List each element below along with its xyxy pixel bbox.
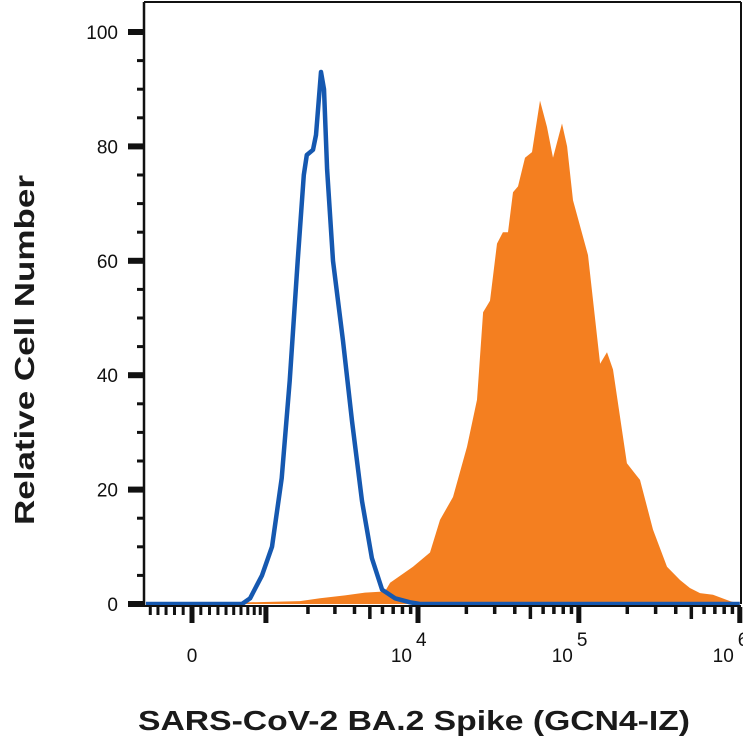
x-minor-tick	[239, 607, 243, 615]
y-minor-tick	[137, 316, 144, 320]
y-minor-tick	[137, 459, 144, 463]
x-minor-tick	[569, 607, 574, 614]
y-minor-tick	[137, 87, 144, 91]
y-minor-tick	[137, 202, 144, 206]
x-minor-tick	[148, 607, 152, 615]
y-major-tick	[128, 29, 144, 35]
x-minor-tick	[528, 607, 533, 619]
x-major-tick	[263, 607, 269, 623]
x-major-tick	[576, 607, 582, 623]
x-minor-tick	[232, 607, 236, 615]
y-minor-tick	[137, 573, 144, 577]
x-minor-tick	[689, 607, 694, 619]
x-minor-tick	[333, 607, 337, 614]
y-major-tick	[128, 372, 144, 379]
y-minor-tick	[137, 173, 144, 177]
x-minor-tick	[722, 607, 726, 614]
x-minor-tick	[156, 607, 160, 615]
y-minor-tick	[137, 345, 144, 349]
y-axis-title: Relative Cell Number	[9, 175, 40, 525]
x-minor-tick	[541, 607, 545, 614]
x-minor-tick	[552, 607, 556, 614]
x-minor-tick	[713, 607, 717, 614]
positive-stain-histogram-fill	[145, 100, 740, 604]
x-minor-tick	[464, 607, 469, 614]
y-minor-tick	[137, 116, 144, 120]
x-minor-tick	[561, 607, 565, 614]
y-minor-tick	[137, 516, 144, 520]
x-minor-tick	[252, 607, 256, 615]
y-major-tick	[128, 601, 144, 607]
y-minor-tick	[137, 545, 144, 549]
x-axis: 0104105106	[148, 607, 743, 667]
x-minor-tick	[513, 607, 517, 614]
x-minor-tick	[673, 607, 678, 614]
x-minor-tick	[653, 607, 658, 614]
control-histogram-line	[145, 69, 740, 607]
x-minor-tick	[199, 607, 203, 615]
y-tick-label: 0	[107, 595, 118, 616]
x-tick-exponent: 4	[416, 630, 427, 651]
x-minor-tick	[730, 607, 735, 614]
y-minor-tick	[137, 402, 144, 406]
x-minor-tick	[625, 607, 630, 614]
series-layer	[145, 69, 740, 607]
y-tick-label: 60	[97, 252, 118, 273]
x-minor-tick	[380, 607, 385, 614]
x-tick-label: 10	[391, 646, 412, 667]
x-minor-tick	[492, 607, 497, 614]
plot-frame	[142, 1, 742, 607]
x-minor-tick	[400, 607, 405, 614]
y-minor-tick	[137, 230, 144, 234]
x-minor-tick	[216, 607, 220, 615]
x-minor-tick	[164, 607, 168, 615]
y-tick-label: 20	[97, 481, 118, 502]
x-minor-tick	[391, 607, 395, 614]
y-tick-label: 40	[97, 366, 118, 387]
y-tick-label: 80	[97, 137, 118, 158]
x-minor-tick	[702, 607, 706, 614]
x-minor-tick	[181, 607, 185, 615]
x-tick-label: 0	[187, 646, 198, 667]
x-major-tick	[737, 607, 743, 623]
x-tick-label: 10	[552, 646, 573, 667]
x-minor-tick	[172, 607, 176, 615]
x-major-tick	[189, 607, 195, 623]
x-minor-tick	[258, 607, 262, 615]
y-minor-tick	[137, 287, 144, 291]
y-major-tick	[128, 486, 144, 493]
x-minor-tick	[368, 607, 372, 619]
y-axis: 0 20 40 60 80 100	[86, 23, 144, 616]
x-minor-tick	[408, 607, 413, 614]
x-axis-title: SARS-CoV-2 BA.2 Spike (GCN4-IZ)	[138, 705, 690, 736]
x-minor-tick	[224, 607, 228, 615]
y-major-tick	[128, 257, 144, 264]
y-minor-tick	[137, 59, 144, 63]
y-minor-tick	[137, 430, 144, 434]
x-tick-exponent: 5	[577, 630, 588, 651]
x-tick-label: 10	[713, 646, 734, 667]
y-major-tick	[128, 143, 144, 150]
x-minor-tick	[208, 607, 212, 615]
x-minor-tick	[306, 607, 310, 614]
y-tick-label: 100	[86, 23, 118, 44]
x-minor-tick	[352, 607, 357, 614]
x-major-tick	[415, 607, 421, 623]
x-minor-tick	[246, 607, 250, 615]
x-tick-exponent: 6	[738, 630, 743, 651]
